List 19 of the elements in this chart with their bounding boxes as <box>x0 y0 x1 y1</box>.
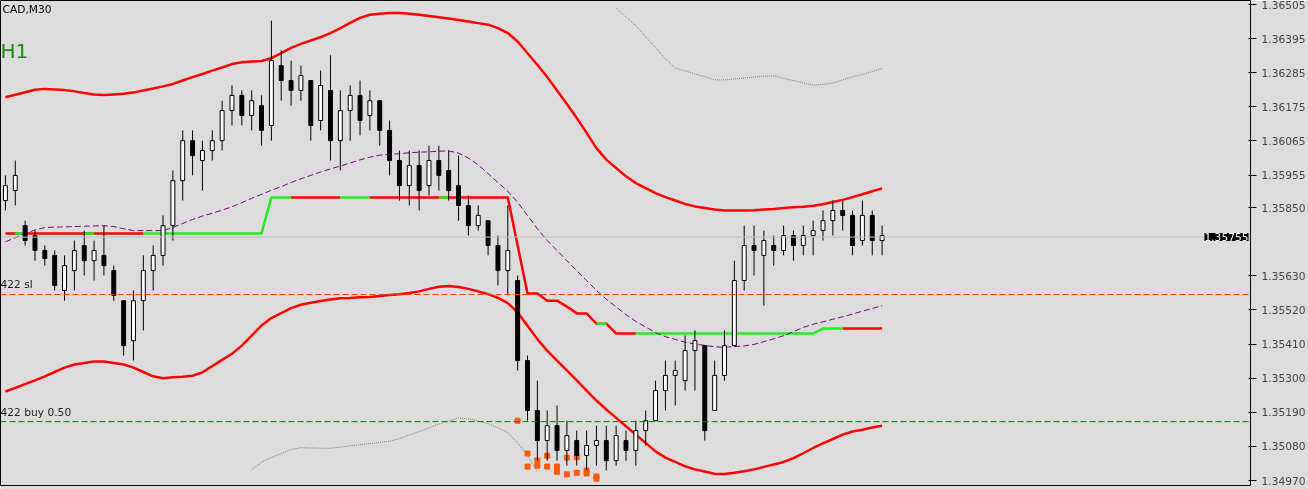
annotation: H1 <box>0 38 29 63</box>
y-tick-label: 1.35850 <box>1261 201 1306 215</box>
y-tick-label: 1.35300 <box>1261 372 1306 386</box>
y-tick-label: 1.35520 <box>1261 303 1306 317</box>
y-tick-label: 1.35190 <box>1261 406 1306 420</box>
y-tick-label: 1.36505 <box>1261 0 1306 12</box>
y-tick-label: 1.36395 <box>1261 32 1306 46</box>
y-tick-label: 1.35410 <box>1261 338 1306 352</box>
ref-line-label: 422 sl <box>0 278 33 292</box>
y-tick-label: 1.35080 <box>1261 440 1306 454</box>
y-tick-label: 1.36285 <box>1261 66 1306 80</box>
chart-title: CAD,M30 <box>2 2 52 16</box>
ref-line-label: 422 buy 0.50 <box>0 405 72 419</box>
ref-line-label: 1.35755 <box>1204 231 1249 245</box>
y-tick-label: 1.35955 <box>1261 169 1306 183</box>
y-tick-label: 1.36065 <box>1261 134 1306 148</box>
y-tick-label: 1.35630 <box>1261 269 1306 283</box>
y-tick-label: 1.36175 <box>1261 100 1306 114</box>
y-tick-label: 1.34970 <box>1261 474 1306 488</box>
